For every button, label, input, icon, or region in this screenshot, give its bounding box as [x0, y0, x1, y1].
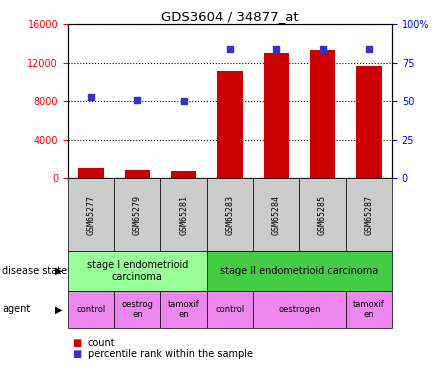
Bar — [310, 50, 335, 178]
Text: ■: ■ — [72, 338, 81, 348]
Text: oestrogen: oestrogen — [278, 305, 321, 314]
Bar — [264, 53, 289, 178]
Text: GSM65277: GSM65277 — [87, 195, 95, 235]
Text: GSM65281: GSM65281 — [179, 195, 188, 235]
Bar — [78, 168, 104, 178]
Text: oestrog
en: oestrog en — [121, 300, 153, 319]
Text: GSM65287: GSM65287 — [364, 195, 373, 235]
Point — [88, 94, 95, 100]
Text: ■: ■ — [72, 350, 81, 359]
Bar — [356, 66, 381, 178]
Text: stage II endometrioid carcinoma: stage II endometrioid carcinoma — [220, 266, 378, 276]
Text: GSM65283: GSM65283 — [226, 195, 234, 235]
Title: GDS3604 / 34877_at: GDS3604 / 34877_at — [161, 10, 299, 23]
Text: GSM65285: GSM65285 — [318, 195, 327, 235]
Point — [273, 46, 280, 52]
Point — [226, 46, 233, 52]
Point — [180, 98, 187, 104]
Text: agent: agent — [2, 304, 30, 314]
Text: disease state: disease state — [2, 266, 67, 276]
Bar — [217, 70, 243, 178]
Text: ▶: ▶ — [55, 304, 63, 314]
Point — [365, 46, 372, 52]
Text: GSM65284: GSM65284 — [272, 195, 281, 235]
Text: control: control — [215, 305, 244, 314]
Point — [319, 46, 326, 52]
Text: count: count — [88, 338, 115, 348]
Text: tamoxif
en: tamoxif en — [168, 300, 200, 319]
Text: percentile rank within the sample: percentile rank within the sample — [88, 350, 253, 359]
Bar — [171, 171, 196, 178]
Point — [134, 97, 141, 103]
Bar — [124, 170, 150, 178]
Text: control: control — [76, 305, 106, 314]
Text: stage I endometrioid
carcinoma: stage I endometrioid carcinoma — [87, 260, 188, 282]
Text: ▶: ▶ — [55, 266, 63, 276]
Text: tamoxif
en: tamoxif en — [353, 300, 385, 319]
Text: GSM65279: GSM65279 — [133, 195, 142, 235]
